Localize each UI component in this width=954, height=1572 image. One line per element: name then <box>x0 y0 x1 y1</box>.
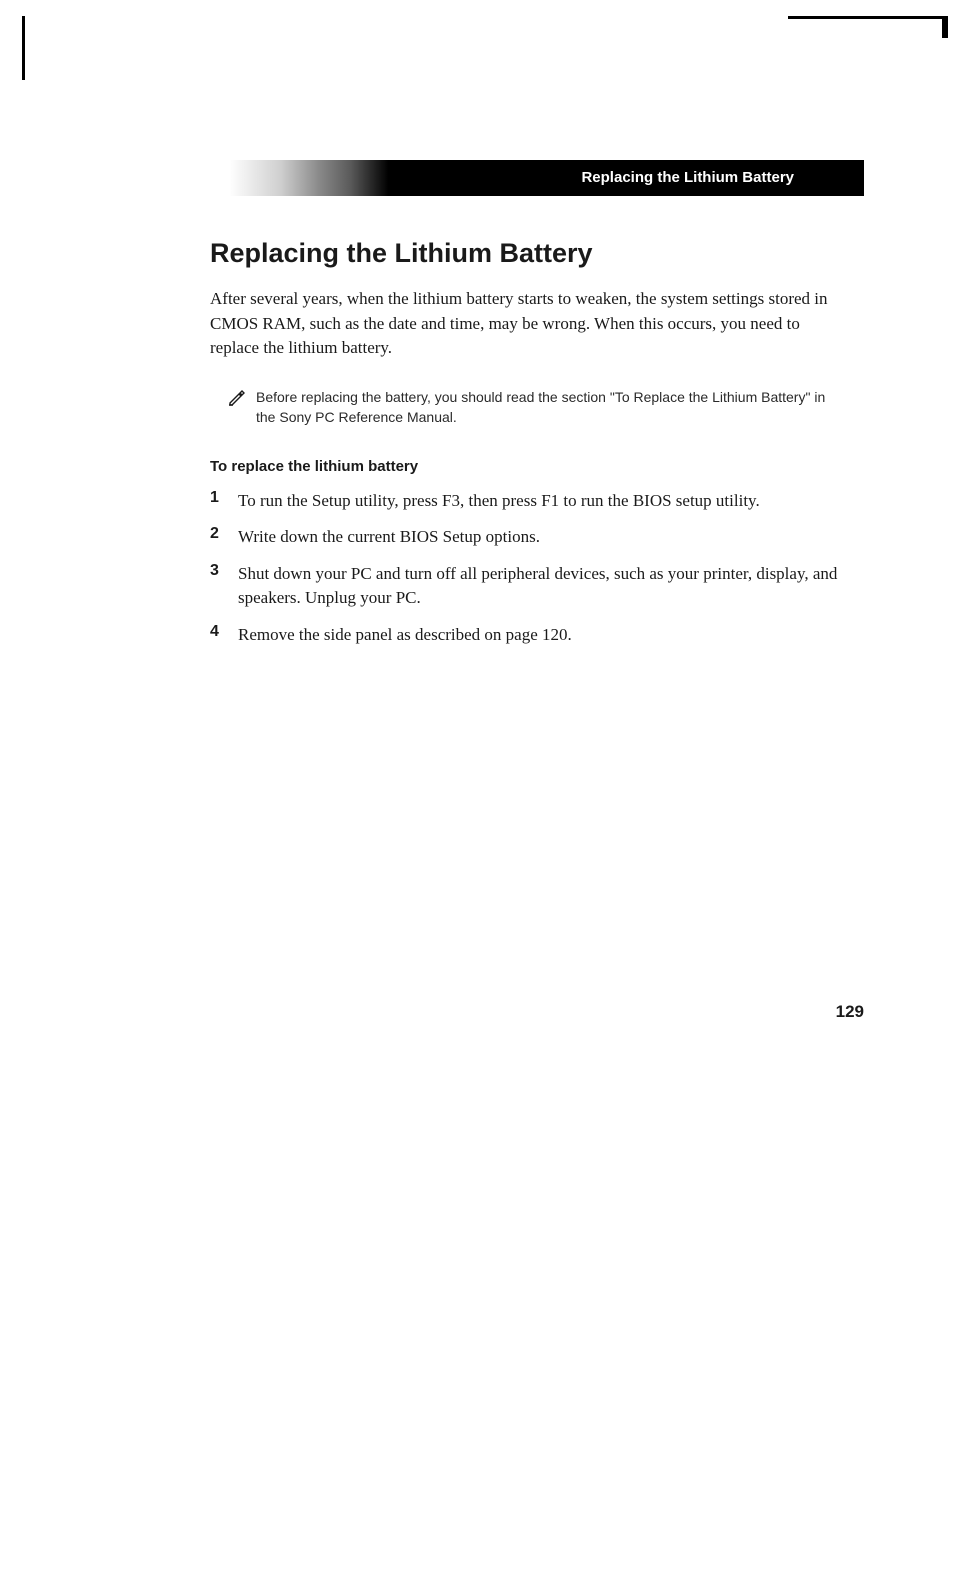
step-item: 2 Write down the current BIOS Setup opti… <box>210 525 844 550</box>
crop-mark-top-line <box>788 16 948 19</box>
step-item: 1 To run the Setup utility, press F3, th… <box>210 489 844 514</box>
header-bar-title: Replacing the Lithium Battery <box>581 160 854 196</box>
step-number: 4 <box>210 623 238 641</box>
step-text: Write down the current BIOS Setup option… <box>238 525 540 550</box>
crop-mark-left <box>22 16 25 80</box>
step-item: 4 Remove the side panel as described on … <box>210 623 844 648</box>
note-block: Before replacing the battery, you should… <box>210 387 864 428</box>
manual-page: Replacing the Lithium Battery Replacing … <box>0 0 954 1572</box>
crop-mark-right <box>942 16 948 38</box>
step-item: 3 Shut down your PC and turn off all per… <box>210 562 844 611</box>
procedure-heading: To replace the lithium battery <box>210 458 864 475</box>
page-number: 129 <box>836 1002 864 1022</box>
step-text: To run the Setup utility, press F3, then… <box>238 489 760 514</box>
note-text: Before replacing the battery, you should… <box>256 387 844 428</box>
intro-paragraph: After several years, when the lithium ba… <box>210 287 864 361</box>
step-text: Shut down your PC and turn off all perip… <box>238 562 844 611</box>
page-title: Replacing the Lithium Battery <box>210 238 864 269</box>
pencil-icon <box>228 389 246 412</box>
step-number: 1 <box>210 489 238 507</box>
procedure-steps: 1 To run the Setup utility, press F3, th… <box>210 489 864 648</box>
section-header-bar: Replacing the Lithium Battery <box>230 160 864 196</box>
step-number: 3 <box>210 562 238 580</box>
step-text: Remove the side panel as described on pa… <box>238 623 572 648</box>
step-number: 2 <box>210 525 238 543</box>
